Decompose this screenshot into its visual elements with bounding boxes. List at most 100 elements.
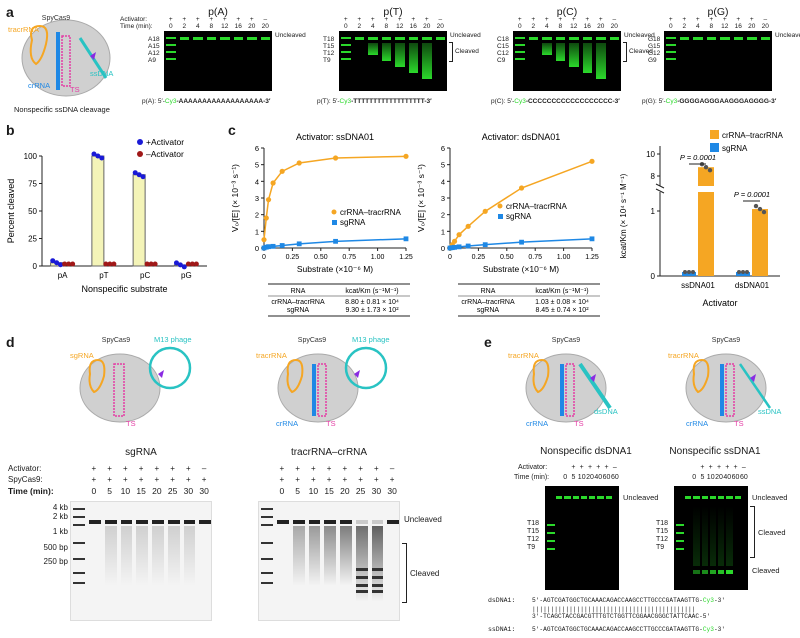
time-value: 10: [120, 486, 131, 496]
uncleaved-band: [395, 37, 405, 40]
time-value: 0: [343, 23, 348, 30]
ladder-band: [73, 582, 85, 584]
table-value: 8.80 ± 0.81 × 10⁴: [345, 299, 399, 306]
activator-mark: +: [725, 464, 730, 471]
uncleaved-label: Uncleaved: [775, 32, 800, 39]
y-tick: 4: [441, 177, 445, 186]
y-tick: 2: [441, 211, 445, 220]
cas9-label: SpyCas9: [712, 337, 741, 344]
activator-mark: +: [604, 464, 609, 471]
spycas9-row-label: SpyCas9:: [8, 475, 43, 484]
uncleaved-band: [693, 496, 700, 499]
cas9-diagram-e1: SpyCas9 tracrRNA crRNA dsDNA TS: [508, 337, 618, 428]
substrate-seq: p(C): 5′-Cy3-CCCCCCCCCCCCCCCCCC-3′: [491, 98, 620, 105]
ts-label: TS: [126, 419, 136, 428]
panel-e-letter: e: [484, 334, 492, 350]
activator-mark: +: [587, 464, 593, 471]
time-value: 10: [706, 474, 715, 481]
legend-plus: +Activator: [146, 137, 184, 147]
ladder-band: [261, 508, 273, 510]
cleaved-label: Cleaved: [629, 48, 653, 55]
activator-mark: +: [733, 464, 738, 471]
uncleaved-band: [247, 37, 257, 40]
activator-mark: +: [370, 16, 375, 23]
cleaved-smear: [368, 43, 378, 55]
time-value: 20: [761, 23, 769, 30]
time-value: 15: [324, 486, 334, 496]
uncleaved-band: [206, 37, 216, 40]
uncleaved-band: [199, 520, 211, 524]
ladder-label: C18: [497, 36, 509, 43]
activator-mark: +: [326, 464, 332, 473]
spycas9-mark: +: [279, 475, 285, 484]
series-line: [263, 155, 407, 240]
uncleaved-band: [734, 496, 741, 499]
chart-b: 0 25 50 75 100 pA pT pC pG Nonspecific substrate P…: [6, 137, 207, 294]
activator-mark: –: [741, 464, 746, 471]
x-axis-label: Nonspecific substrate: [81, 284, 167, 294]
uncleaved-band: [354, 37, 364, 40]
ladder-band: [73, 542, 85, 544]
ladder-band: [261, 572, 273, 574]
series-point: [279, 168, 285, 174]
ladder-band: [73, 558, 85, 560]
uncleaved-band: [120, 520, 133, 524]
x-tick: 0.50: [314, 254, 328, 261]
point-minus: [148, 261, 154, 267]
x-tick: 1.25: [585, 254, 599, 261]
ts-label: TS: [734, 419, 744, 428]
cleaved-band: [355, 590, 368, 593]
time-value: 20: [152, 486, 162, 496]
gel-title: p(G): [707, 6, 729, 18]
x-tick: 0.50: [500, 254, 514, 261]
y-tick: 1: [441, 227, 445, 236]
activator-mark: +: [668, 16, 673, 23]
uncleaved-band: [408, 37, 418, 40]
ladder-band: [676, 540, 684, 542]
ladder-label: T9: [656, 544, 665, 551]
activator-mark: +: [311, 464, 316, 473]
ladder-label: T12: [656, 536, 669, 543]
time-value: 20: [261, 23, 269, 30]
x-tick: 0: [262, 254, 266, 261]
ladder-band: [547, 524, 555, 526]
cleaved-smear: [569, 43, 579, 67]
point-plus: [140, 174, 146, 180]
cleaved-band: [701, 570, 708, 574]
activator-mark: +: [236, 16, 241, 23]
activator-mark: +: [222, 16, 227, 23]
ladder-label: G12: [648, 50, 661, 57]
activator-mark: –: [201, 464, 207, 473]
activator-mark: +: [695, 16, 700, 23]
ladder-band: [666, 58, 676, 60]
series-point: [482, 208, 488, 214]
point-minus: [70, 261, 76, 267]
tracrrna-label: tracrRNA: [256, 351, 287, 360]
spycas9-mark: +: [374, 475, 379, 484]
series-point: [482, 242, 488, 248]
activator-mark: +: [531, 16, 536, 23]
table-rna: crRNA–tracrRNA: [461, 299, 515, 306]
activator-mark: +: [342, 464, 348, 473]
activator-mark: +: [411, 16, 416, 23]
time-value: 2: [682, 23, 687, 30]
spycas9-mark: +: [107, 475, 112, 484]
y-tick: 6: [255, 144, 259, 153]
cleaved-smear: [718, 506, 725, 566]
smear: [167, 526, 180, 586]
tracrrna-label: tracrRNA: [8, 25, 39, 34]
x-axis-label: Substrate (×10⁻⁶ M): [483, 264, 559, 274]
time-value: 8: [209, 23, 214, 30]
time-value: 16: [409, 23, 417, 30]
dsdna1-top-strand: 5′-AGTCGATGGCTGCAAACAGACCAAGCCTTGCCCGATA…: [532, 597, 726, 604]
uncleaved-band: [422, 37, 432, 40]
cleaved-smear: [693, 506, 700, 566]
uncleaved-band: [605, 496, 612, 499]
series-point: [296, 160, 302, 166]
smear: [308, 526, 321, 586]
time-value: 2: [357, 23, 362, 30]
point: [703, 165, 709, 170]
time-value: 30: [387, 486, 397, 496]
uncleaved-band: [292, 520, 305, 524]
uncleaved-band: [580, 496, 588, 499]
